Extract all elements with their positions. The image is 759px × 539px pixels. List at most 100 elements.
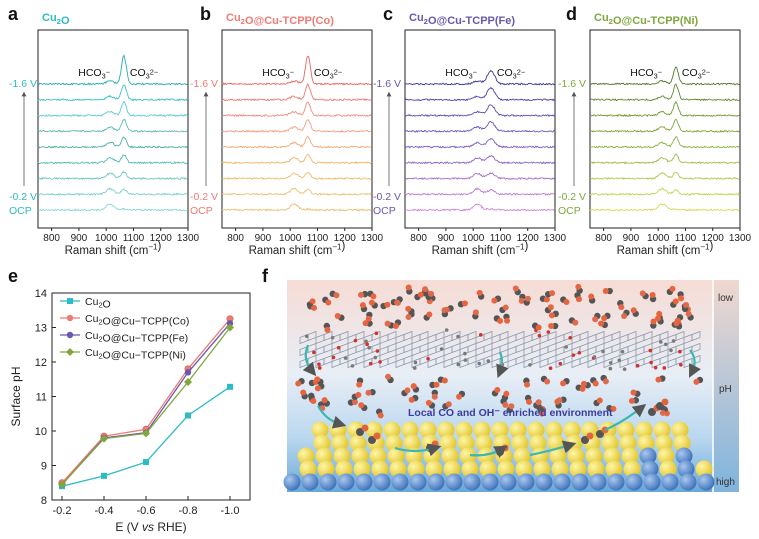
co-molecule-oxygen xyxy=(441,307,448,314)
co-molecule-oxygen xyxy=(295,380,302,387)
co-molecule-oxygen xyxy=(359,302,366,309)
raman-title: Cu2O@Cu-TCPP(Fe) xyxy=(409,12,515,27)
panel-letter-f: f xyxy=(262,266,269,286)
mof-atom xyxy=(671,339,676,343)
co-molecule-oxygen xyxy=(524,295,531,302)
surface-atom xyxy=(545,421,563,439)
x-tick-label: -1.0 xyxy=(221,505,240,517)
surface-atom xyxy=(459,447,477,465)
legend-label: Cu2O@Cu−TCPP(Fe) xyxy=(85,330,188,345)
surface-atom xyxy=(639,447,657,465)
raman-x-tick-label: 800 xyxy=(410,233,427,244)
surface-atom xyxy=(473,421,491,439)
surface-atom xyxy=(511,434,529,452)
raman-trace xyxy=(404,155,556,165)
surface-atom xyxy=(437,421,455,439)
co-molecule-oxygen xyxy=(678,295,685,302)
co-molecule-oxygen xyxy=(548,323,555,330)
mof-atom xyxy=(620,349,625,354)
co-molecule-oxygen xyxy=(602,378,609,385)
surface-atom xyxy=(529,434,547,452)
flow-arrow xyxy=(496,351,509,379)
mof-atom xyxy=(528,363,532,367)
raman-title: Cu2O@Cu-TCPP(Co) xyxy=(226,12,334,27)
raman-trace xyxy=(405,104,555,118)
co-molecule-oxygen xyxy=(392,322,399,329)
data-point xyxy=(58,480,66,489)
co-molecule-oxygen xyxy=(649,292,656,299)
co-molecule-oxygen xyxy=(572,319,579,326)
raman-x-tick-label: 1000 xyxy=(279,233,302,244)
raman-trace xyxy=(221,154,373,165)
surface-atom xyxy=(335,460,353,478)
surface-atom xyxy=(533,460,551,478)
adsorbed-carbon xyxy=(648,408,656,416)
surface-atom xyxy=(331,434,349,452)
surface-atom xyxy=(653,421,671,439)
ph-label-low: low xyxy=(718,293,734,304)
raman-trace xyxy=(589,153,741,165)
raman-trace xyxy=(37,154,189,165)
surface-atom xyxy=(513,447,531,465)
peak-label-co3: CO32− xyxy=(130,67,158,81)
raman-x-axis-label: Raman shift (cm−1) xyxy=(432,240,529,257)
y-tick-label: 10 xyxy=(35,426,47,438)
raman-trace xyxy=(589,83,740,102)
mof-atom xyxy=(608,366,613,371)
co-molecule-oxygen xyxy=(575,283,582,290)
mof-atom xyxy=(373,355,378,360)
co-molecule-oxygen xyxy=(560,380,567,387)
raman-x-tick-label: 800 xyxy=(227,233,244,244)
raman-x-tick-label: 1100 xyxy=(307,233,329,244)
raman-trace xyxy=(221,172,372,181)
mof-atom xyxy=(367,345,371,350)
data-point xyxy=(101,472,107,479)
co-molecule-oxygen xyxy=(673,320,680,327)
mof-atom xyxy=(558,361,563,366)
data-point xyxy=(100,434,108,443)
surface-atom xyxy=(571,473,589,491)
co-molecule-oxygen xyxy=(512,285,519,292)
adsorbed-carbon xyxy=(656,402,664,410)
raman-trace xyxy=(404,187,555,196)
co-molecule-oxygen xyxy=(325,299,332,306)
surface-atom xyxy=(607,473,625,491)
raman-trace xyxy=(221,135,372,149)
mof-atom xyxy=(350,364,355,368)
raman-x-tick-label: 900 xyxy=(71,233,88,244)
co-molecule-oxygen xyxy=(358,402,365,409)
x-axis-label: E (V vs RHE) xyxy=(115,520,186,534)
potential-top-label: -1.6 V xyxy=(373,78,401,90)
raman-trace xyxy=(589,66,740,86)
co-molecule-oxygen xyxy=(669,285,676,292)
potential-top-label: -1.6 V xyxy=(9,78,37,90)
surface-atom xyxy=(675,447,693,465)
x-tick-label: -0.6 xyxy=(137,505,156,517)
co-molecule-oxygen xyxy=(334,312,341,319)
raman-panel-4: Cu2O@Cu-TCPP(Ni) 800 900 1000 1100 1200 1300 Ra… xyxy=(558,12,752,257)
surface-atom xyxy=(409,473,427,491)
flow-arrows xyxy=(302,344,701,459)
co-molecule-oxygen xyxy=(544,378,551,385)
co-molecule-oxygen xyxy=(491,297,498,304)
adsorbed-oxygen xyxy=(661,398,669,406)
ph-label-ph: pH xyxy=(719,384,732,395)
co-molecule-oxygen xyxy=(654,315,661,322)
legend-marker xyxy=(66,314,74,322)
mof-atom xyxy=(375,349,380,353)
surface-atom xyxy=(603,447,621,465)
surface-atom xyxy=(297,447,315,465)
adsorbed-oxygen xyxy=(431,440,439,448)
peak-label-co3: CO32− xyxy=(497,67,525,81)
co-molecule-oxygen xyxy=(592,316,599,323)
co-molecule-oxygen xyxy=(456,393,463,400)
surface-atom xyxy=(497,460,515,478)
data-point xyxy=(184,378,192,387)
co-molecule-oxygen xyxy=(405,284,412,291)
surface-atom xyxy=(419,421,437,439)
raman-trace xyxy=(404,86,555,102)
co-molecule-oxygen xyxy=(502,304,509,311)
potential-bottom-label: -0.2 V xyxy=(190,191,218,203)
co-molecule-oxygen xyxy=(602,287,609,294)
co-molecule-oxygen xyxy=(404,387,411,394)
